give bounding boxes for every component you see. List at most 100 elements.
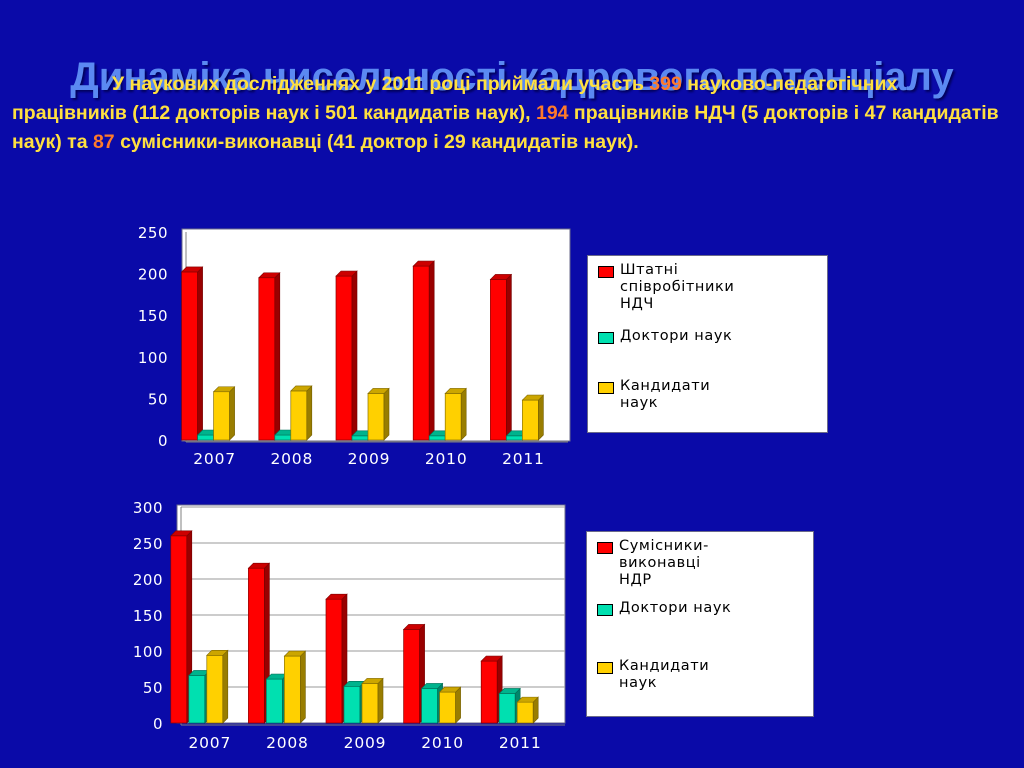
bar-top [325, 593, 348, 600]
legend-label-line: Сумісники- [619, 538, 709, 554]
y-tick-label: 100 [133, 643, 163, 661]
bar [490, 279, 507, 441]
y-tick-label: 0 [153, 715, 163, 733]
bar-top [498, 688, 521, 694]
paragraph-text-2: науково-педагогічних працівників (112 до… [12, 73, 898, 124]
bar [421, 688, 438, 724]
bar-top [412, 260, 435, 267]
legend-label-line: Доктори наук [619, 600, 732, 616]
bar-top [420, 683, 444, 689]
legend-label-line: Кандидати [620, 378, 711, 394]
legend-item: Доктори наук [598, 328, 732, 345]
bar-top [361, 678, 384, 684]
bar-top [290, 385, 313, 392]
legend-label-line: Штатні [620, 262, 679, 278]
bar [361, 683, 379, 724]
bar [197, 434, 214, 441]
bar-top [170, 530, 193, 537]
y-tick-label: 250 [133, 535, 163, 553]
paragraph-text-1: У наукових дослідженнях у 2011 році прий… [112, 73, 650, 95]
x-tick-label: 2007 [188, 734, 231, 752]
bar-top [489, 274, 513, 280]
legend-label-line: наук [619, 675, 658, 691]
bar-top [180, 266, 204, 273]
bar-top [212, 386, 236, 393]
bar-side [351, 270, 358, 441]
legend-label-line: НДЧ [620, 296, 654, 312]
bar-side [274, 272, 281, 441]
legend-label-line: співробітники [620, 279, 735, 295]
highlight-number-1: 399 [649, 73, 682, 95]
paragraph-text-4: сумісники-виконавці (41 доктор і 29 канд… [114, 131, 639, 153]
bar [351, 435, 369, 441]
legend-item: Кандидати наук [597, 658, 709, 692]
legend-item: Сумісники-виконавці НДР [597, 538, 709, 589]
bar [367, 393, 385, 441]
x-tick-label: 2010 [421, 734, 464, 752]
y-tick-label: 250 [138, 224, 168, 242]
bar [343, 685, 361, 724]
bar [170, 535, 188, 724]
legend-label-line: НДР [619, 572, 652, 588]
bar [188, 675, 206, 724]
bar [248, 567, 265, 724]
bar-top [516, 696, 539, 703]
bar-top [367, 388, 390, 394]
legend-label: Доктори наук [620, 328, 732, 345]
bar-top [402, 624, 426, 630]
legend-label: Сумісники-виконавці НДР [619, 538, 709, 589]
bar [335, 275, 353, 441]
paragraph-text-3: працівників НДЧ (5 докторів і 47 кандида… [12, 102, 999, 153]
legend-swatch [597, 542, 613, 554]
bar [480, 660, 498, 724]
x-tick-label: 2011 [499, 734, 542, 752]
bar [522, 399, 539, 441]
bar [325, 598, 343, 724]
legend-label: Кандидати наук [620, 378, 710, 412]
legend-chart-1: Штатні співробітники НДЧ Доктори наук Кандид… [587, 255, 828, 433]
bar-top [247, 562, 271, 569]
bar-side [428, 260, 435, 441]
y-tick-label: 50 [148, 390, 168, 408]
legend-label-line: Доктори наук [620, 328, 733, 344]
bar [403, 629, 420, 724]
bar-top [335, 270, 358, 277]
x-tick-label: 2011 [502, 450, 545, 468]
y-tick-label: 50 [143, 679, 163, 697]
legend-swatch [598, 332, 614, 344]
bar-side [197, 266, 203, 441]
bar [284, 655, 301, 724]
x-tick-label: 2010 [425, 450, 468, 468]
bar-side [383, 387, 390, 441]
x-tick-label: 2008 [266, 734, 309, 752]
bar-side [377, 677, 384, 724]
bar [266, 678, 283, 724]
bar-top [444, 388, 467, 394]
legend-label-line: виконавці [619, 555, 701, 571]
y-tick-label: 200 [133, 571, 163, 589]
bar [213, 391, 230, 441]
legend-label-line: наук [620, 395, 659, 411]
bar [439, 691, 456, 724]
legend-item: Доктори наук [597, 600, 731, 617]
bar-top [480, 655, 503, 662]
highlight-number-2: 194 [535, 102, 569, 124]
bar-side [229, 386, 235, 441]
bar-top [258, 272, 281, 279]
slide-paragraph: У наукових дослідженнях у 2011 році прий… [12, 70, 1012, 157]
bar [274, 434, 292, 441]
y-tick-label: 300 [133, 499, 163, 517]
bar [181, 271, 198, 441]
bar [516, 701, 534, 724]
bar [428, 435, 446, 441]
legend-label: Кандидати наук [619, 658, 709, 692]
highlight-number-3: 87 [92, 131, 115, 153]
bar [258, 277, 276, 441]
bar-top [206, 650, 229, 656]
bar [444, 393, 462, 441]
legend-swatch [598, 266, 614, 278]
x-tick-label: 2007 [193, 450, 236, 468]
x-tick-label: 2008 [270, 450, 313, 468]
x-tick-label: 2009 [344, 734, 387, 752]
